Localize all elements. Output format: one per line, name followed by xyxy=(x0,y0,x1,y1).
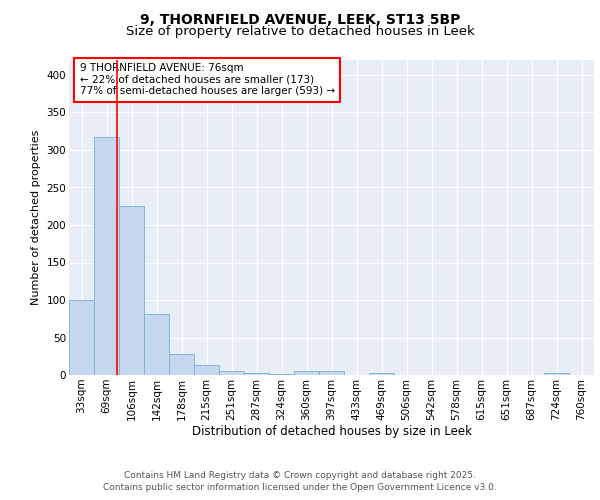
Text: 9 THORNFIELD AVENUE: 76sqm
← 22% of detached houses are smaller (173)
77% of sem: 9 THORNFIELD AVENUE: 76sqm ← 22% of deta… xyxy=(79,63,335,96)
Bar xyxy=(169,354,194,375)
Bar xyxy=(294,370,319,375)
Text: Size of property relative to detached houses in Leek: Size of property relative to detached ho… xyxy=(125,25,475,38)
Bar xyxy=(219,371,244,375)
Y-axis label: Number of detached properties: Number of detached properties xyxy=(31,130,41,305)
Bar xyxy=(94,137,119,375)
Bar xyxy=(319,370,344,375)
X-axis label: Distribution of detached houses by size in Leek: Distribution of detached houses by size … xyxy=(191,426,472,438)
Bar xyxy=(369,373,394,375)
Bar xyxy=(194,365,219,375)
Bar xyxy=(119,206,144,375)
Bar xyxy=(244,373,269,375)
Text: Contains HM Land Registry data © Crown copyright and database right 2025.
Contai: Contains HM Land Registry data © Crown c… xyxy=(103,471,497,492)
Text: 9, THORNFIELD AVENUE, LEEK, ST13 5BP: 9, THORNFIELD AVENUE, LEEK, ST13 5BP xyxy=(140,12,460,26)
Bar xyxy=(144,314,169,375)
Bar xyxy=(269,374,294,375)
Bar xyxy=(69,300,94,375)
Bar xyxy=(544,373,569,375)
